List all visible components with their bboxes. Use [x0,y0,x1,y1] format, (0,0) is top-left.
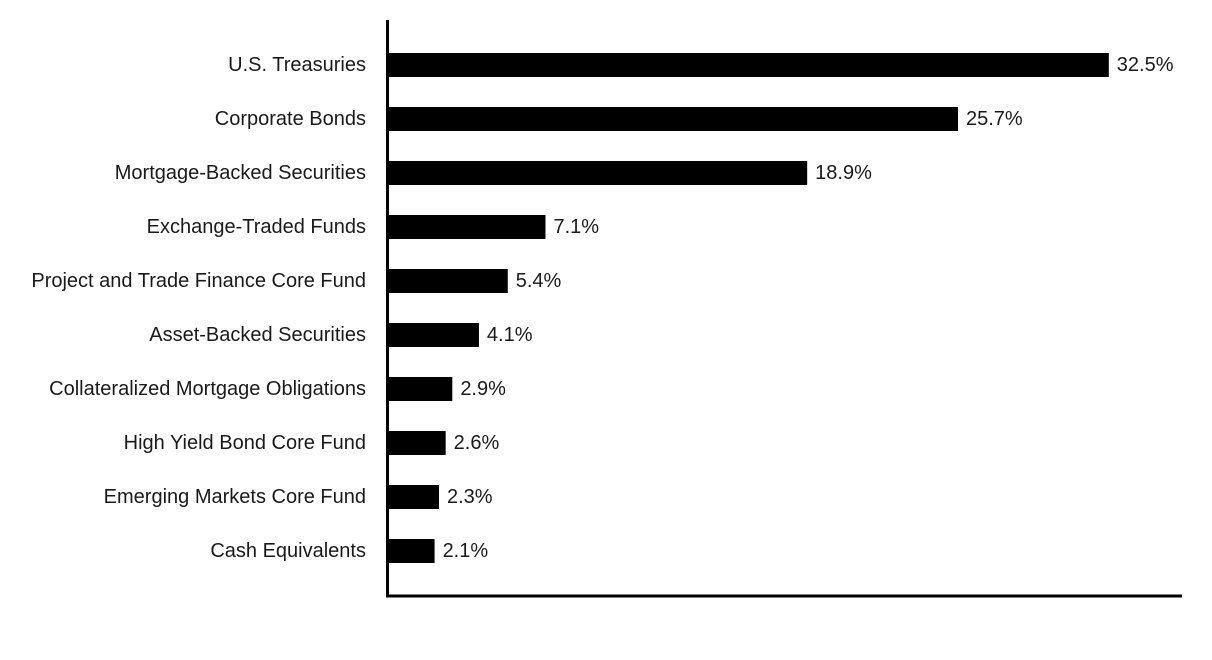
category-label: Corporate Bonds [215,108,366,130]
bar-9 [388,539,435,563]
category-label: Mortgage-Backed Securities [115,162,366,184]
bar-7 [388,431,446,455]
bar-5 [388,323,479,347]
bars [388,53,1109,563]
value-label: 25.7% [966,108,1023,130]
value-label: 32.5% [1117,54,1174,76]
bar-1 [388,107,958,131]
value-label: 2.1% [443,540,489,562]
category-label: Exchange-Traded Funds [147,216,366,238]
value-label: 2.3% [447,486,493,508]
category-label: Project and Trade Finance Core Fund [31,270,366,292]
value-label: 7.1% [553,216,599,238]
category-label: Emerging Markets Core Fund [104,486,366,508]
value-label: 4.1% [487,324,533,346]
value-label: 2.6% [454,432,500,454]
bar-6 [388,377,453,401]
bar-3 [388,215,546,239]
value-label: 2.9% [460,378,506,400]
value-label: 5.4% [516,270,562,292]
category-label: Cash Equivalents [210,540,366,562]
category-label: Asset-Backed Securities [149,324,366,346]
bar-8 [388,485,440,509]
category-labels: U.S. Treasuries Corporate Bonds Mortgage-B… [31,54,366,562]
bar-0 [388,53,1109,77]
category-label: Collateralized Mortgage Obligations [49,378,366,400]
value-labels: 32.5% 25.7% 18.9% 7.1% 5.4% 4.1% 2.9% 2.6% 2.3% 2… [443,54,1174,562]
bar-2 [388,161,808,185]
category-label: High Yield Bond Core Fund [124,432,366,454]
category-label: U.S. Treasuries [228,54,366,76]
bar-4 [388,269,508,293]
value-label: 18.9% [815,162,872,184]
